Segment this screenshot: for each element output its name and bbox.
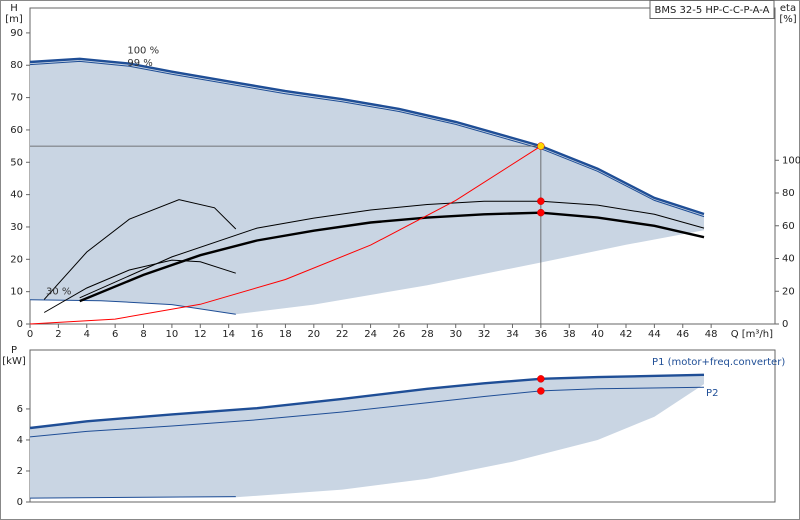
y2-tick-label: 60 — [782, 221, 795, 232]
y-tick-label: 90 — [10, 28, 23, 39]
y-tick-label: 0 — [17, 319, 23, 330]
curve-label: P2 — [706, 388, 718, 399]
x-tick-label: 28 — [421, 329, 434, 340]
y2-axis-label: eta — [780, 3, 796, 14]
x-tick-label: 0 — [27, 329, 33, 340]
x-tick-label: 36 — [534, 329, 547, 340]
x-axis-label: Q [m³/h] — [731, 329, 773, 340]
y-tick-label: 40 — [10, 190, 23, 201]
operating-point — [537, 375, 545, 383]
y-tick-label: 2 — [17, 466, 23, 477]
y-tick-label: 50 — [10, 157, 23, 168]
y-tick-label: 60 — [10, 125, 23, 136]
curve-label: 100 % — [127, 46, 159, 57]
y-tick-label: 10 — [10, 287, 23, 298]
y2-tick-label: 20 — [782, 286, 795, 297]
operating-area — [30, 58, 704, 315]
curve-label: 99 % — [127, 58, 152, 69]
x-tick-label: 24 — [364, 329, 377, 340]
operating-point — [537, 208, 545, 217]
x-tick-label: 46 — [676, 329, 689, 340]
operating-area — [30, 374, 704, 499]
x-tick-label: 20 — [307, 329, 320, 340]
x-tick-label: 34 — [506, 329, 519, 340]
y2-tick-label: 80 — [782, 188, 795, 199]
curve — [29, 373, 705, 430]
x-tick-label: 44 — [648, 329, 661, 340]
x-tick-label: 14 — [222, 329, 235, 340]
chart-title: BMS 32-5 HP-C-C-P-A-A — [654, 5, 769, 16]
y-tick-label: 4 — [17, 435, 23, 446]
y2-tick-label: 0 — [782, 319, 788, 330]
y-tick-label: 0 — [17, 497, 23, 508]
x-tick-label: 10 — [166, 329, 179, 340]
x-tick-label: 18 — [279, 329, 292, 340]
y-tick-label: 20 — [10, 254, 23, 265]
curve — [43, 199, 237, 300]
x-tick-label: 38 — [563, 329, 576, 340]
operating-point — [537, 197, 545, 205]
x-tick-label: 8 — [140, 329, 146, 340]
x-tick-label: 30 — [449, 329, 462, 340]
curve — [79, 200, 705, 299]
x-tick-label: 6 — [112, 329, 118, 340]
y-tick-label: 70 — [10, 93, 23, 104]
x-tick-label: 32 — [478, 329, 491, 340]
curve — [29, 496, 236, 499]
curve — [29, 60, 705, 218]
y2-tick-label: 40 — [782, 254, 795, 265]
x-tick-label: 26 — [393, 329, 406, 340]
x-tick-label: 4 — [84, 329, 90, 340]
x-tick-label: 12 — [194, 329, 207, 340]
y2-tick-label: 100 — [782, 155, 800, 166]
y2-axis-unit: [%] — [779, 14, 796, 25]
curve-label: 30 % — [46, 287, 71, 298]
y-tick-label: 30 — [10, 222, 23, 233]
y-axis-unit: [kW] — [2, 356, 26, 367]
x-tick-label: 42 — [620, 329, 633, 340]
title-box — [649, 0, 775, 19]
y-axis-label: H — [10, 3, 18, 14]
curve — [43, 259, 236, 313]
x-tick-label: 16 — [251, 329, 264, 340]
operating-point — [537, 387, 545, 395]
operating-point — [537, 142, 545, 150]
y-tick-label: 6 — [17, 404, 23, 415]
x-tick-label: 22 — [336, 329, 349, 340]
x-tick-label: 2 — [55, 329, 61, 340]
curve — [29, 386, 705, 438]
y-axis-unit: [m] — [5, 14, 23, 25]
y-tick-label: 80 — [10, 60, 23, 71]
curve-label: P1 (motor+freq.converter) — [652, 357, 785, 368]
y-axis-label: P — [11, 345, 17, 356]
x-tick-label: 48 — [705, 329, 718, 340]
curve — [79, 211, 705, 303]
curve — [29, 145, 542, 325]
x-tick-label: 40 — [591, 329, 604, 340]
curve — [29, 57, 705, 216]
